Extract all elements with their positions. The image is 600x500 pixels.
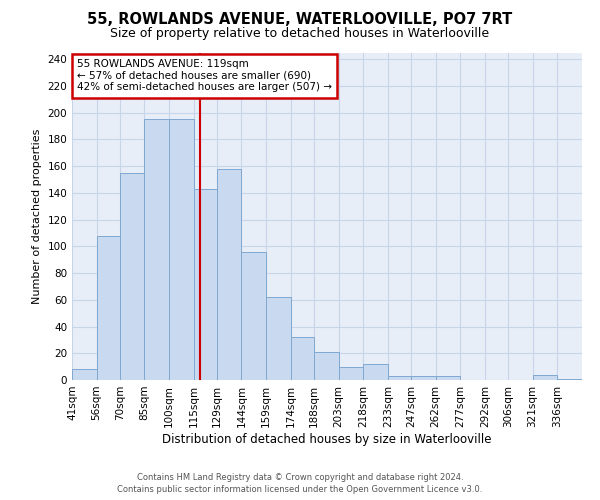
Bar (557, 378, 582, 380)
Text: Size of property relative to detached houses in Waterlooville: Size of property relative to detached ho… (110, 28, 490, 40)
Bar (388, 376, 411, 380)
Bar (291, 337, 314, 380)
Bar (436, 376, 460, 380)
Bar (363, 364, 388, 380)
Bar (266, 297, 291, 380)
Text: 55 ROWLANDS AVENUE: 119sqm
← 57% of detached houses are smaller (690)
42% of sem: 55 ROWLANDS AVENUE: 119sqm ← 57% of deta… (77, 59, 332, 92)
Bar (145, 120, 169, 380)
Y-axis label: Number of detached properties: Number of detached properties (32, 128, 42, 304)
Bar (194, 189, 217, 380)
X-axis label: Distribution of detached houses by size in Waterlooville: Distribution of detached houses by size … (162, 432, 492, 446)
Bar (314, 352, 338, 380)
Text: Contains HM Land Registry data © Crown copyright and database right 2024.
Contai: Contains HM Land Registry data © Crown c… (118, 473, 482, 494)
Bar (120, 173, 145, 380)
Bar (411, 376, 436, 380)
Bar (97, 236, 120, 380)
Bar (241, 252, 266, 380)
Bar (533, 374, 557, 380)
Text: 55, ROWLANDS AVENUE, WATERLOOVILLE, PO7 7RT: 55, ROWLANDS AVENUE, WATERLOOVILLE, PO7 … (88, 12, 512, 28)
Bar (169, 120, 194, 380)
Bar (338, 366, 363, 380)
Bar (217, 169, 241, 380)
Bar (72, 370, 97, 380)
